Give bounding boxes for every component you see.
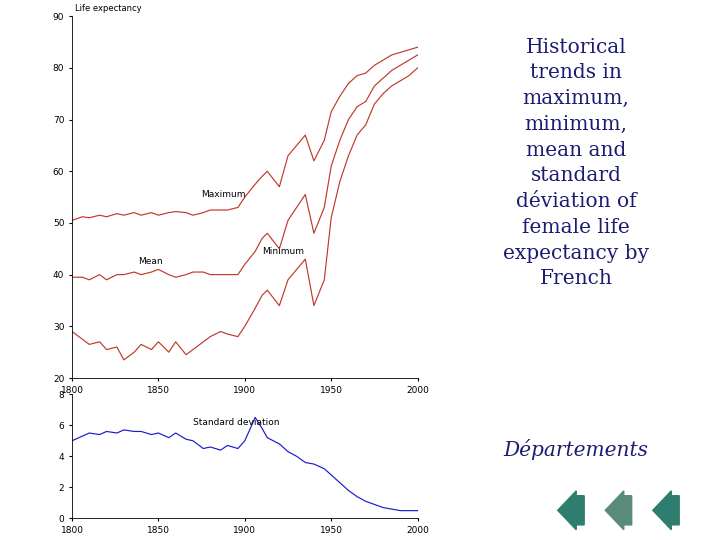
Text: Historical
trends in
maximum,
minimum,
mean and
standard
déviation of
female lif: Historical trends in maximum, minimum, m… — [503, 38, 649, 288]
FancyArrow shape — [558, 491, 584, 530]
Text: Mean: Mean — [138, 257, 162, 266]
Text: Minimum: Minimum — [262, 247, 304, 256]
FancyArrow shape — [653, 491, 679, 530]
Text: Standard deviation: Standard deviation — [193, 418, 279, 427]
FancyArrow shape — [606, 491, 631, 530]
Text: Life expectancy: Life expectancy — [76, 4, 142, 12]
Text: Maximum: Maximum — [202, 190, 246, 199]
Text: Départements: Départements — [503, 440, 649, 460]
